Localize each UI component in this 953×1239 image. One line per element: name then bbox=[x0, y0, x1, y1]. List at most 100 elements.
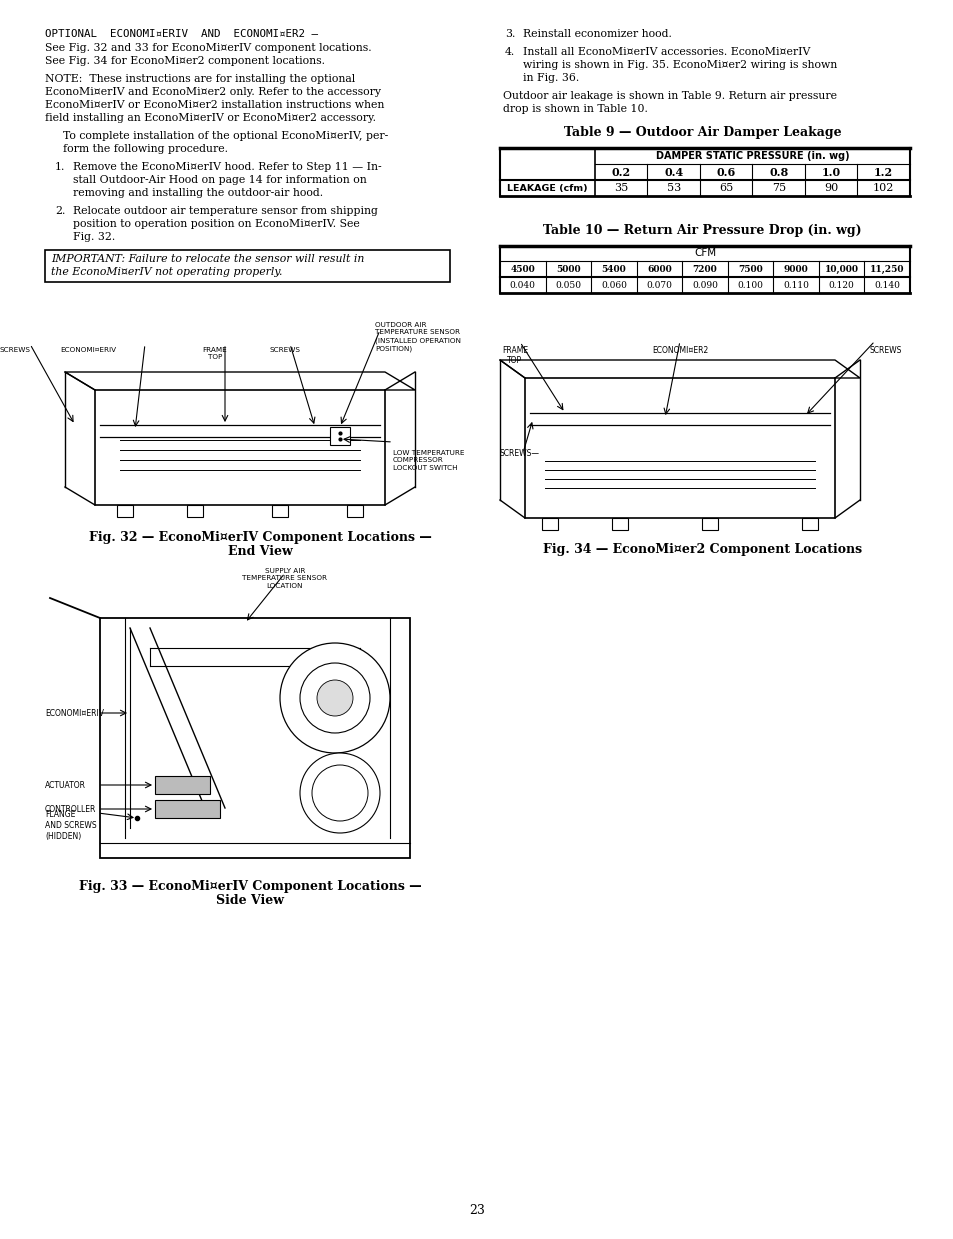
Text: FRAME
TOP: FRAME TOP bbox=[202, 347, 227, 361]
Text: 0.6: 0.6 bbox=[716, 166, 735, 177]
Text: Table 9 — Outdoor Air Damper Leakage: Table 9 — Outdoor Air Damper Leakage bbox=[563, 126, 841, 139]
Text: 0.090: 0.090 bbox=[691, 280, 718, 290]
Text: See Fig. 34 for EconoMi¤er2 component locations.: See Fig. 34 for EconoMi¤er2 component lo… bbox=[45, 56, 325, 66]
Text: CFM: CFM bbox=[693, 249, 716, 259]
Circle shape bbox=[312, 764, 368, 821]
Text: ECONOMI¤ERIV: ECONOMI¤ERIV bbox=[45, 709, 104, 717]
Text: form the following procedure.: form the following procedure. bbox=[63, 144, 228, 154]
Bar bbox=[45, 250, 450, 282]
Text: drop is shown in Table 10.: drop is shown in Table 10. bbox=[502, 104, 647, 114]
Bar bbox=[187, 506, 203, 517]
Text: wiring is shown in Fig. 35. EconoMi¤er2 wiring is shown: wiring is shown in Fig. 35. EconoMi¤er2 … bbox=[522, 59, 837, 69]
Text: stall Outdoor-Air Hood on page 14 for information on: stall Outdoor-Air Hood on page 14 for in… bbox=[73, 175, 366, 185]
Text: in Fig. 36.: in Fig. 36. bbox=[522, 73, 578, 83]
Text: 0.4: 0.4 bbox=[663, 166, 682, 177]
Text: 11,250: 11,250 bbox=[869, 264, 903, 274]
Circle shape bbox=[299, 753, 379, 833]
Bar bbox=[541, 518, 558, 530]
Text: 7200: 7200 bbox=[692, 264, 717, 274]
Circle shape bbox=[316, 680, 353, 716]
Text: 35: 35 bbox=[614, 183, 628, 193]
Text: 5000: 5000 bbox=[556, 264, 580, 274]
Text: 7500: 7500 bbox=[738, 264, 762, 274]
Text: Install all EconoMi¤erIV accessories. EconoMi¤erIV: Install all EconoMi¤erIV accessories. Ec… bbox=[522, 47, 809, 57]
Text: IMPORTANT: Failure to relocate the sensor will result in: IMPORTANT: Failure to relocate the senso… bbox=[51, 254, 364, 264]
Text: 0.140: 0.140 bbox=[873, 280, 900, 290]
Text: 0.070: 0.070 bbox=[646, 280, 672, 290]
Text: FLANGE
AND SCREWS
(HIDDEN): FLANGE AND SCREWS (HIDDEN) bbox=[45, 810, 96, 841]
Text: SCREWS: SCREWS bbox=[270, 347, 301, 353]
Text: 0.050: 0.050 bbox=[555, 280, 580, 290]
Text: See Fig. 32 and 33 for EconoMi¤erIV component locations.: See Fig. 32 and 33 for EconoMi¤erIV comp… bbox=[45, 43, 372, 53]
Text: field installing an EconoMi¤erIV or EconoMi¤er2 accessory.: field installing an EconoMi¤erIV or Econ… bbox=[45, 113, 375, 123]
Text: Fig. 32.: Fig. 32. bbox=[73, 232, 115, 242]
Text: 0.060: 0.060 bbox=[600, 280, 626, 290]
Text: 0.040: 0.040 bbox=[509, 280, 536, 290]
Text: SCREWS—: SCREWS— bbox=[499, 449, 539, 457]
Bar bbox=[100, 618, 410, 857]
Text: Fig. 33 — EconoMi¤erIV Component Locations —: Fig. 33 — EconoMi¤erIV Component Locatio… bbox=[78, 880, 421, 893]
Text: Reinstall economizer hood.: Reinstall economizer hood. bbox=[522, 28, 671, 38]
Bar bbox=[347, 506, 363, 517]
Text: EconoMi¤erIV and EconoMi¤er2 only. Refer to the accessory: EconoMi¤erIV and EconoMi¤er2 only. Refer… bbox=[45, 87, 380, 97]
Text: 23: 23 bbox=[469, 1204, 484, 1217]
Bar bbox=[330, 427, 350, 445]
Text: 102: 102 bbox=[872, 183, 894, 193]
Text: LOW TEMPERATURE
COMPRESSOR
LOCKOUT SWITCH: LOW TEMPERATURE COMPRESSOR LOCKOUT SWITC… bbox=[393, 450, 464, 471]
Bar bbox=[612, 518, 627, 530]
Text: 1.: 1. bbox=[55, 162, 66, 172]
Circle shape bbox=[280, 643, 390, 753]
Text: ACTUATOR: ACTUATOR bbox=[45, 781, 86, 789]
Text: 9000: 9000 bbox=[783, 264, 807, 274]
Text: 75: 75 bbox=[771, 183, 785, 193]
Text: 65: 65 bbox=[719, 183, 733, 193]
Text: 2.: 2. bbox=[55, 206, 66, 216]
Text: Remove the EconoMi¤erIV hood. Refer to Step 11 — In-: Remove the EconoMi¤erIV hood. Refer to S… bbox=[73, 162, 381, 172]
Text: 0.8: 0.8 bbox=[768, 166, 787, 177]
Text: OPTIONAL  ECONOMI¤ERIV  AND  ECONOMI¤ER2 —: OPTIONAL ECONOMI¤ERIV AND ECONOMI¤ER2 — bbox=[45, 28, 317, 38]
Text: 3.: 3. bbox=[504, 28, 515, 38]
Text: 6000: 6000 bbox=[646, 264, 671, 274]
Text: 10,000: 10,000 bbox=[823, 264, 858, 274]
Text: SUPPLY AIR
TEMPERATURE SENSOR
LOCATION: SUPPLY AIR TEMPERATURE SENSOR LOCATION bbox=[242, 567, 327, 589]
Text: position to operation position on EconoMi¤erIV. See: position to operation position on EconoM… bbox=[73, 219, 359, 229]
Text: FRAME
TOP: FRAME TOP bbox=[501, 346, 528, 366]
Text: DAMPER STATIC PRESSURE (in. wg): DAMPER STATIC PRESSURE (in. wg) bbox=[655, 151, 848, 161]
Text: End View: End View bbox=[228, 545, 292, 558]
Text: Side View: Side View bbox=[215, 895, 284, 907]
Text: 1.0: 1.0 bbox=[821, 166, 840, 177]
Bar bbox=[154, 776, 210, 794]
Text: CONTROLLER: CONTROLLER bbox=[45, 804, 96, 814]
Bar bbox=[801, 518, 817, 530]
Circle shape bbox=[299, 663, 370, 733]
Text: Table 10 — Return Air Pressure Drop (in. wg): Table 10 — Return Air Pressure Drop (in.… bbox=[542, 224, 861, 237]
Text: SCREWS: SCREWS bbox=[0, 347, 30, 353]
Text: ECONOMI¤ER2: ECONOMI¤ER2 bbox=[651, 346, 707, 356]
Text: removing and installing the outdoor-air hood.: removing and installing the outdoor-air … bbox=[73, 188, 323, 198]
Text: 5400: 5400 bbox=[601, 264, 625, 274]
Text: ECONOMI¤ERIV: ECONOMI¤ERIV bbox=[60, 347, 116, 353]
Text: the EconoMi¤erIV not operating properly.: the EconoMi¤erIV not operating properly. bbox=[51, 266, 282, 278]
Bar bbox=[95, 390, 385, 506]
Text: 53: 53 bbox=[666, 183, 680, 193]
Text: 0.100: 0.100 bbox=[737, 280, 762, 290]
Text: NOTE:  These instructions are for installing the optional: NOTE: These instructions are for install… bbox=[45, 74, 355, 84]
Text: To complete installation of the optional EconoMi¤erIV, per-: To complete installation of the optional… bbox=[63, 131, 388, 141]
Text: Relocate outdoor air temperature sensor from shipping: Relocate outdoor air temperature sensor … bbox=[73, 206, 377, 216]
Text: EconoMi¤erIV or EconoMi¤er2 installation instructions when: EconoMi¤erIV or EconoMi¤er2 installation… bbox=[45, 100, 384, 110]
Bar bbox=[524, 378, 834, 518]
Bar bbox=[117, 506, 132, 517]
Text: Fig. 34 — EconoMi¤er2 Component Locations: Fig. 34 — EconoMi¤er2 Component Location… bbox=[542, 543, 862, 556]
Text: SCREWS: SCREWS bbox=[869, 346, 902, 356]
Bar bbox=[272, 506, 288, 517]
Text: OUTDOOR AIR
TEMPERATURE SENSOR
(INSTALLED OPERATION
POSITION): OUTDOOR AIR TEMPERATURE SENSOR (INSTALLE… bbox=[375, 322, 460, 352]
Bar bbox=[154, 800, 220, 818]
Text: 1.2: 1.2 bbox=[873, 166, 892, 177]
Text: 4500: 4500 bbox=[510, 264, 535, 274]
Text: 0.2: 0.2 bbox=[611, 166, 630, 177]
Text: 0.120: 0.120 bbox=[828, 280, 854, 290]
Text: 4.: 4. bbox=[504, 47, 515, 57]
Text: 0.110: 0.110 bbox=[782, 280, 808, 290]
Text: Outdoor air leakage is shown in Table 9. Return air pressure: Outdoor air leakage is shown in Table 9.… bbox=[502, 90, 836, 102]
Bar bbox=[701, 518, 718, 530]
